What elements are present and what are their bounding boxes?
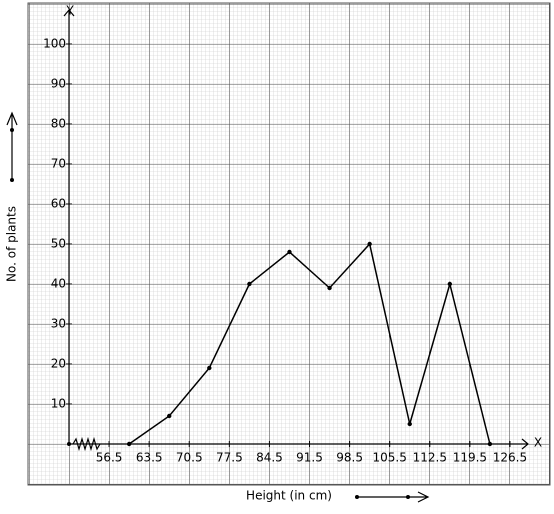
arrow-dot <box>355 495 359 499</box>
x-tick-label: 63.5 <box>136 451 163 465</box>
y-tick-label: 40 <box>51 277 66 291</box>
y-axis-name: Y <box>65 4 74 18</box>
y-tick-label: 60 <box>51 197 66 211</box>
y-tick-label: 10 <box>51 397 66 411</box>
y-tick-label: 80 <box>51 117 66 131</box>
x-axis-name: X <box>534 436 542 450</box>
data-point <box>407 421 412 427</box>
x-arrow <box>521 438 529 450</box>
data-point <box>487 441 493 447</box>
data-point <box>247 281 252 287</box>
data-point <box>447 281 453 287</box>
y-tick-label: 90 <box>51 77 66 91</box>
data-point <box>367 241 372 247</box>
y-tick-label: 30 <box>51 317 66 331</box>
y-tick-label: 100 <box>43 37 66 51</box>
y-axis-label: No. of plants <box>5 206 19 282</box>
axis-break <box>72 436 101 452</box>
x-tick-label: 105.5 <box>373 451 407 465</box>
data-point <box>126 441 132 447</box>
x-tick-label: 91.5 <box>296 451 323 465</box>
x-tick-label: 56.5 <box>96 451 123 465</box>
y-tick-label: 70 <box>51 157 66 171</box>
graph-paper <box>27 2 551 486</box>
series-line <box>128 242 491 445</box>
data-point <box>167 413 172 419</box>
ylabel-arrow <box>6 111 18 180</box>
x-tick-label: 84.5 <box>256 451 283 465</box>
x-tick-label: 126.5 <box>493 451 527 465</box>
x-tick-label: 119.5 <box>453 451 487 465</box>
y-tick-label: 20 <box>51 357 66 371</box>
x-tick-label: 112.5 <box>413 451 447 465</box>
data-point <box>207 365 212 371</box>
origin-dot <box>67 442 71 446</box>
x-tick-label: 98.5 <box>336 451 363 465</box>
x-axis-label: Height (in cm) <box>246 489 332 503</box>
x-tick-label: 77.5 <box>216 451 243 465</box>
x-tick-label: 70.5 <box>176 451 203 465</box>
y-tick-label: 50 <box>51 237 66 251</box>
arrow-dot <box>10 128 14 132</box>
arrow-dot <box>406 495 410 499</box>
xlabel-arrow <box>357 491 430 503</box>
data-point <box>287 249 292 255</box>
y-arrow <box>63 9 75 17</box>
arrow-dot <box>10 178 14 182</box>
data-point <box>327 285 332 291</box>
